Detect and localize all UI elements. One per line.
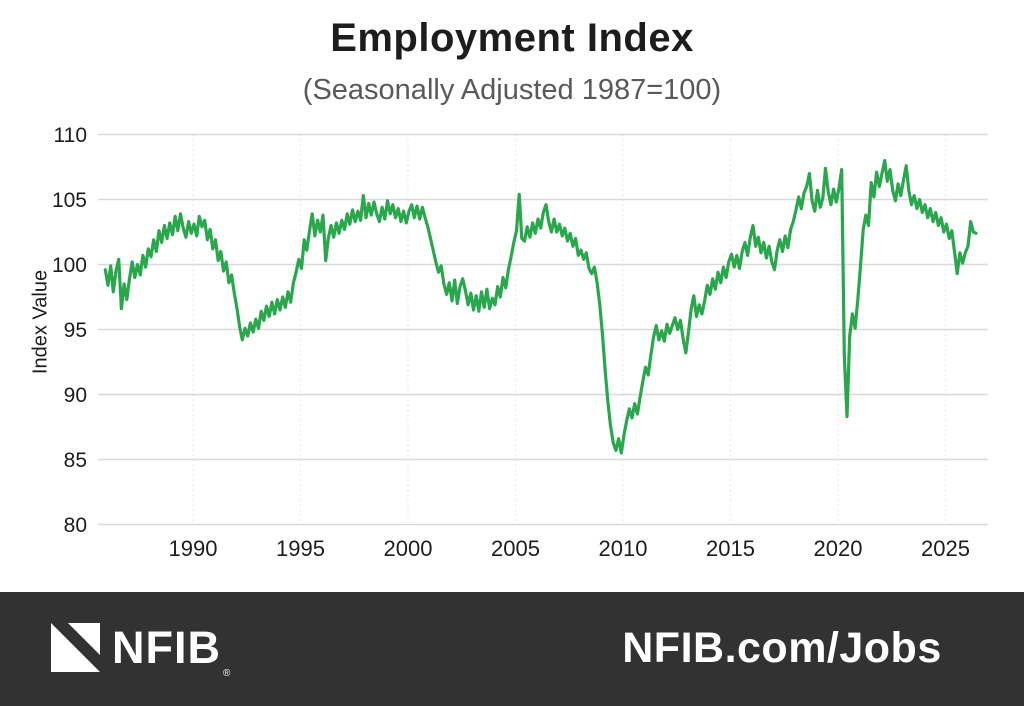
chart-subtitle: (Seasonally Adjusted 1987=100)	[302, 74, 722, 106]
x-tick-label: 1990	[169, 536, 218, 561]
y-tick-label: 80	[64, 514, 87, 537]
nfib-logo-icon	[51, 623, 100, 672]
x-tick-label: 2020	[814, 536, 863, 561]
y-tick-label: 105	[52, 189, 87, 212]
y-tick-label: 100	[52, 254, 87, 277]
x-tick-label: 2015	[706, 536, 755, 561]
nfib-wordmark: NFIB®	[112, 592, 232, 704]
y-tick-label: 95	[64, 319, 87, 342]
y-tick-label: 90	[64, 384, 87, 407]
employment-index-series-line	[103, 158, 978, 455]
x-tick-label: 2005	[491, 536, 540, 561]
x-tick-label: 2025	[921, 536, 970, 561]
footer-url: NFIB.com/Jobs	[622, 624, 942, 672]
nfib-wordmark-text: NFIB	[112, 622, 221, 673]
x-tick-label: 2010	[599, 536, 648, 561]
nfib-logo-lower-triangle	[51, 623, 100, 672]
x-tick-label: 1995	[276, 536, 325, 561]
x-tick-label: 2000	[384, 536, 433, 561]
registered-trademark-symbol: ®	[223, 668, 232, 679]
nfib-logo-upper-triangle	[68, 623, 100, 655]
y-tick-label: 85	[64, 449, 87, 472]
chart-title: Employment Index	[330, 16, 694, 60]
y-tick-label: 110	[54, 124, 87, 147]
footer: NFIB® NFIB.com/Jobs	[0, 592, 1024, 706]
employment-index-line-chart: 1990 1995 2000 2005 2010 2015 2020 2025 80 85 90 95…	[52, 124, 988, 561]
